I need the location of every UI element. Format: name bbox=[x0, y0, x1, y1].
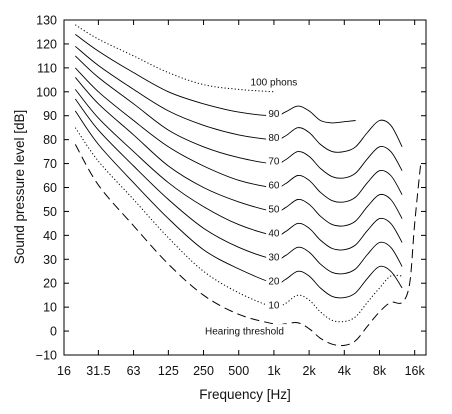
x-tick-label: 500 bbox=[228, 364, 249, 378]
y-tick-label: 10 bbox=[43, 301, 57, 315]
x-tick-label: 4k bbox=[338, 364, 352, 378]
x-tick-label: 16 bbox=[57, 364, 71, 378]
x-tick-label: 2k bbox=[303, 364, 317, 378]
y-tick-label: 30 bbox=[43, 253, 57, 267]
curve-100-phons bbox=[75, 24, 274, 93]
curve-label-bg bbox=[266, 297, 282, 310]
curve-label-90: 90 bbox=[268, 109, 280, 120]
curve-label-80: 80 bbox=[268, 133, 280, 144]
y-tick-label: 40 bbox=[43, 229, 57, 243]
curve-label-bg bbox=[266, 106, 282, 119]
curve-40 bbox=[74, 89, 403, 251]
curve-label-bg bbox=[266, 178, 282, 191]
curve-60 bbox=[74, 67, 403, 203]
curve-label-40: 40 bbox=[268, 228, 280, 239]
x-tick-label: 250 bbox=[193, 364, 214, 378]
curve-label-bg bbox=[266, 249, 282, 262]
curve-30 bbox=[74, 98, 403, 275]
curve-80 bbox=[75, 45, 403, 153]
y-tick-label: 130 bbox=[36, 14, 57, 28]
curve-label-bg bbox=[266, 130, 282, 143]
curve-label-70: 70 bbox=[268, 157, 280, 168]
curve-10 bbox=[74, 127, 403, 323]
curve-20 bbox=[74, 110, 403, 299]
curve-label-bg bbox=[266, 273, 282, 286]
curve-label-hearing-threshold: Hearing threshold bbox=[205, 327, 284, 338]
x-axis-title: Frequency [Hz] bbox=[199, 387, 291, 402]
x-tick-label: 8k bbox=[373, 364, 387, 378]
y-tick-label: 70 bbox=[43, 157, 57, 171]
curve-hearing-threshold bbox=[74, 144, 422, 347]
x-tick-label: 63 bbox=[127, 364, 141, 378]
curve-label-20: 20 bbox=[268, 276, 280, 287]
curve-label-bg bbox=[245, 75, 303, 88]
curve-label-10: 10 bbox=[268, 300, 280, 311]
y-tick-label: 20 bbox=[43, 277, 57, 291]
y-tick-label: 60 bbox=[43, 181, 57, 195]
y-tick-label: 120 bbox=[36, 37, 57, 51]
curve-labels-layer: 100 phons 90 80 70 60 50 40 30 20 10 Hearing thres… bbox=[193, 75, 303, 338]
y-tick-label: 80 bbox=[43, 133, 57, 147]
x-tick-label: 125 bbox=[158, 364, 179, 378]
curve-label-bg bbox=[266, 154, 282, 167]
y-tick-label: 90 bbox=[43, 109, 57, 123]
curve-label-60: 60 bbox=[268, 181, 280, 192]
y-tick-label: −10 bbox=[36, 349, 57, 363]
y-tick-label: 100 bbox=[36, 85, 57, 99]
curves-layer bbox=[74, 24, 422, 347]
x-tick-label: 1k bbox=[267, 364, 281, 378]
curve-label-30: 30 bbox=[268, 252, 280, 263]
y-axis-title: Sound pressure level [dB] bbox=[12, 110, 27, 265]
curve-50 bbox=[74, 77, 403, 227]
curve-label-100-phons: 100 phons bbox=[251, 78, 298, 89]
curve-70 bbox=[74, 55, 403, 179]
curve-label-bg bbox=[193, 324, 296, 337]
y-tick-label: 50 bbox=[43, 205, 57, 219]
curve-label-50: 50 bbox=[268, 205, 280, 216]
x-tick-label: 31.5 bbox=[86, 364, 110, 378]
curve-label-bg bbox=[266, 225, 282, 238]
y-tick-label: 110 bbox=[37, 61, 57, 75]
plot-frame bbox=[63, 19, 427, 356]
ticks-layer bbox=[63, 19, 426, 356]
y-tick-label: 0 bbox=[50, 325, 57, 339]
x-tick-label: 16k bbox=[405, 364, 426, 378]
curve-label-bg bbox=[266, 202, 282, 215]
